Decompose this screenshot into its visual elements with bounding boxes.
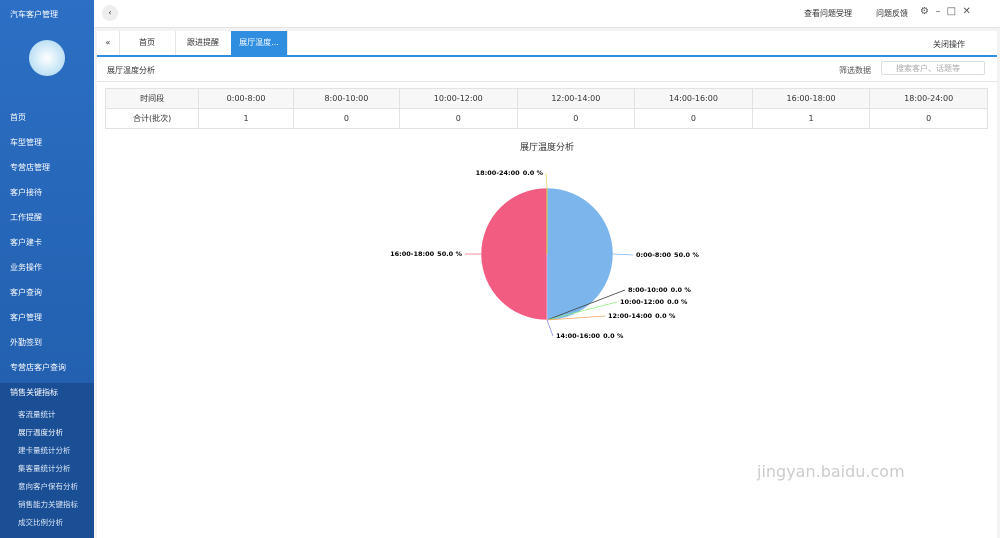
slice-label: 14:00-16:00 0.0 % xyxy=(556,332,624,340)
slice-category: 10:00-12:00 xyxy=(620,298,665,306)
panel-title: 展厅温度分析 xyxy=(107,66,155,75)
menu-item[interactable]: 客户接待 xyxy=(10,188,42,197)
slice-value: 0.0 % xyxy=(671,286,692,294)
menu-item[interactable]: 工作提醒 xyxy=(10,213,42,222)
avatar xyxy=(29,40,65,76)
menu-item[interactable]: 客户建卡 xyxy=(10,238,42,247)
menu-item[interactable]: 车型管理 xyxy=(10,138,42,147)
table-row: 合计(批次) 1 0 0 0 0 1 0 xyxy=(104,108,988,129)
slice-label: 8:00-10:00 0.0 % xyxy=(628,286,691,294)
menu-item[interactable]: 首页 xyxy=(10,113,26,122)
data-table: 时间段 0:00-8:00 8:00-10:00 10:00-12:00 12:00-1… xyxy=(104,88,988,129)
slice-value: 0.0 % xyxy=(655,312,676,320)
sidebar: 汽车客户管理 首页车型管理专营店管理客户接待工作提醒客户建卡业务操作客户查询客户… xyxy=(0,0,94,538)
slice-value: 50.0 % xyxy=(437,250,462,258)
pie-slice xyxy=(480,187,548,321)
feedback-link[interactable]: 问题反馈 xyxy=(876,9,908,18)
slice-label: 18:00-24:00 0.0 % xyxy=(476,169,544,177)
tab[interactable]: 展厅温度... xyxy=(231,31,288,55)
tab-scroll-left[interactable]: « xyxy=(97,31,120,55)
slice-value: 0.0 % xyxy=(523,169,544,177)
slice-label: 0:00-8:00 50.0 % xyxy=(636,251,699,259)
label-connector xyxy=(546,319,554,337)
submenu-item[interactable]: 意向客户保有分析 xyxy=(18,482,78,491)
tab-bar: « 首页 跟进提醒 展厅温度... 关闭操作 xyxy=(97,31,997,57)
slice-category: 16:00-18:00 xyxy=(390,250,435,258)
label-connector xyxy=(546,315,606,321)
slice-category: 12:00-14:00 xyxy=(608,312,653,320)
submenu-item[interactable]: 客流量统计 xyxy=(18,410,56,419)
slice-label: 10:00-12:00 0.0 % xyxy=(620,298,688,306)
filter-button[interactable]: 筛选数据 xyxy=(839,66,871,75)
top-bar: ‹ 查看问题受理 问题反馈 ⚙ – □ ✕ xyxy=(94,0,1000,28)
submenu-item[interactable]: 成交比例分析 xyxy=(18,518,63,527)
slice-label: 12:00-14:00 0.0 % xyxy=(608,312,676,320)
table-cell: 0 xyxy=(292,108,400,129)
submenu-item[interactable]: 建卡量统计分析 xyxy=(18,446,71,455)
slice-value: 0.0 % xyxy=(667,298,688,306)
slice-category: 8:00-10:00 xyxy=(628,286,668,294)
menu-item[interactable]: 客户查询 xyxy=(10,288,42,297)
menu-item[interactable]: 销售关键指标 xyxy=(10,388,58,397)
pie-slice xyxy=(546,187,614,321)
label-connector xyxy=(546,301,618,321)
slice-category: 14:00-16:00 xyxy=(556,332,601,340)
app-title: 汽车客户管理 xyxy=(10,10,58,19)
slice-value: 0.0 % xyxy=(603,332,624,340)
submenu-item[interactable]: 集客量统计分析 xyxy=(18,464,71,473)
menu-item[interactable]: 业务操作 xyxy=(10,263,42,272)
slice-category: 18:00-24:00 xyxy=(476,169,521,177)
window-icons: ⚙ – □ ✕ xyxy=(920,6,971,17)
slice-label: 16:00-18:00 50.0 % xyxy=(390,250,462,258)
slice-value: 50.0 % xyxy=(674,251,699,259)
submenu-item[interactable]: 销售能力关键指标 xyxy=(18,500,78,509)
table-cell: 0 xyxy=(869,108,988,129)
table-cell: 合计(批次) xyxy=(104,108,200,129)
menu-item[interactable]: 专营店管理 xyxy=(10,163,50,172)
label-connector xyxy=(612,253,634,256)
issues-link[interactable]: 查看问题受理 xyxy=(804,9,852,18)
label-connector xyxy=(546,289,626,321)
chart-title: 展厅温度分析 xyxy=(520,141,574,153)
menu-item[interactable]: 客户管理 xyxy=(10,313,42,322)
slice-category: 0:00-8:00 xyxy=(636,251,672,259)
divider xyxy=(97,81,997,82)
watermark: jingyan.baidu.com xyxy=(757,462,905,481)
tab[interactable]: 首页 xyxy=(119,31,176,55)
menu-item[interactable]: 外勤签到 xyxy=(10,338,42,347)
submenu-item[interactable]: 展厅温度分析 xyxy=(18,428,63,437)
menu-item[interactable]: 专营店客户查询 xyxy=(10,363,66,372)
label-connector xyxy=(545,172,548,189)
back-button[interactable]: ‹ xyxy=(102,5,118,21)
search-box[interactable]: 搜索客户、话题等 xyxy=(881,61,985,75)
submenu-bg xyxy=(0,383,94,538)
table-row: 时间段 0:00-8:00 8:00-10:00 10:00-12:00 12:00-1… xyxy=(104,88,988,109)
table-cell: 0 xyxy=(398,108,518,129)
close-ops[interactable]: 关闭操作 xyxy=(933,40,965,49)
